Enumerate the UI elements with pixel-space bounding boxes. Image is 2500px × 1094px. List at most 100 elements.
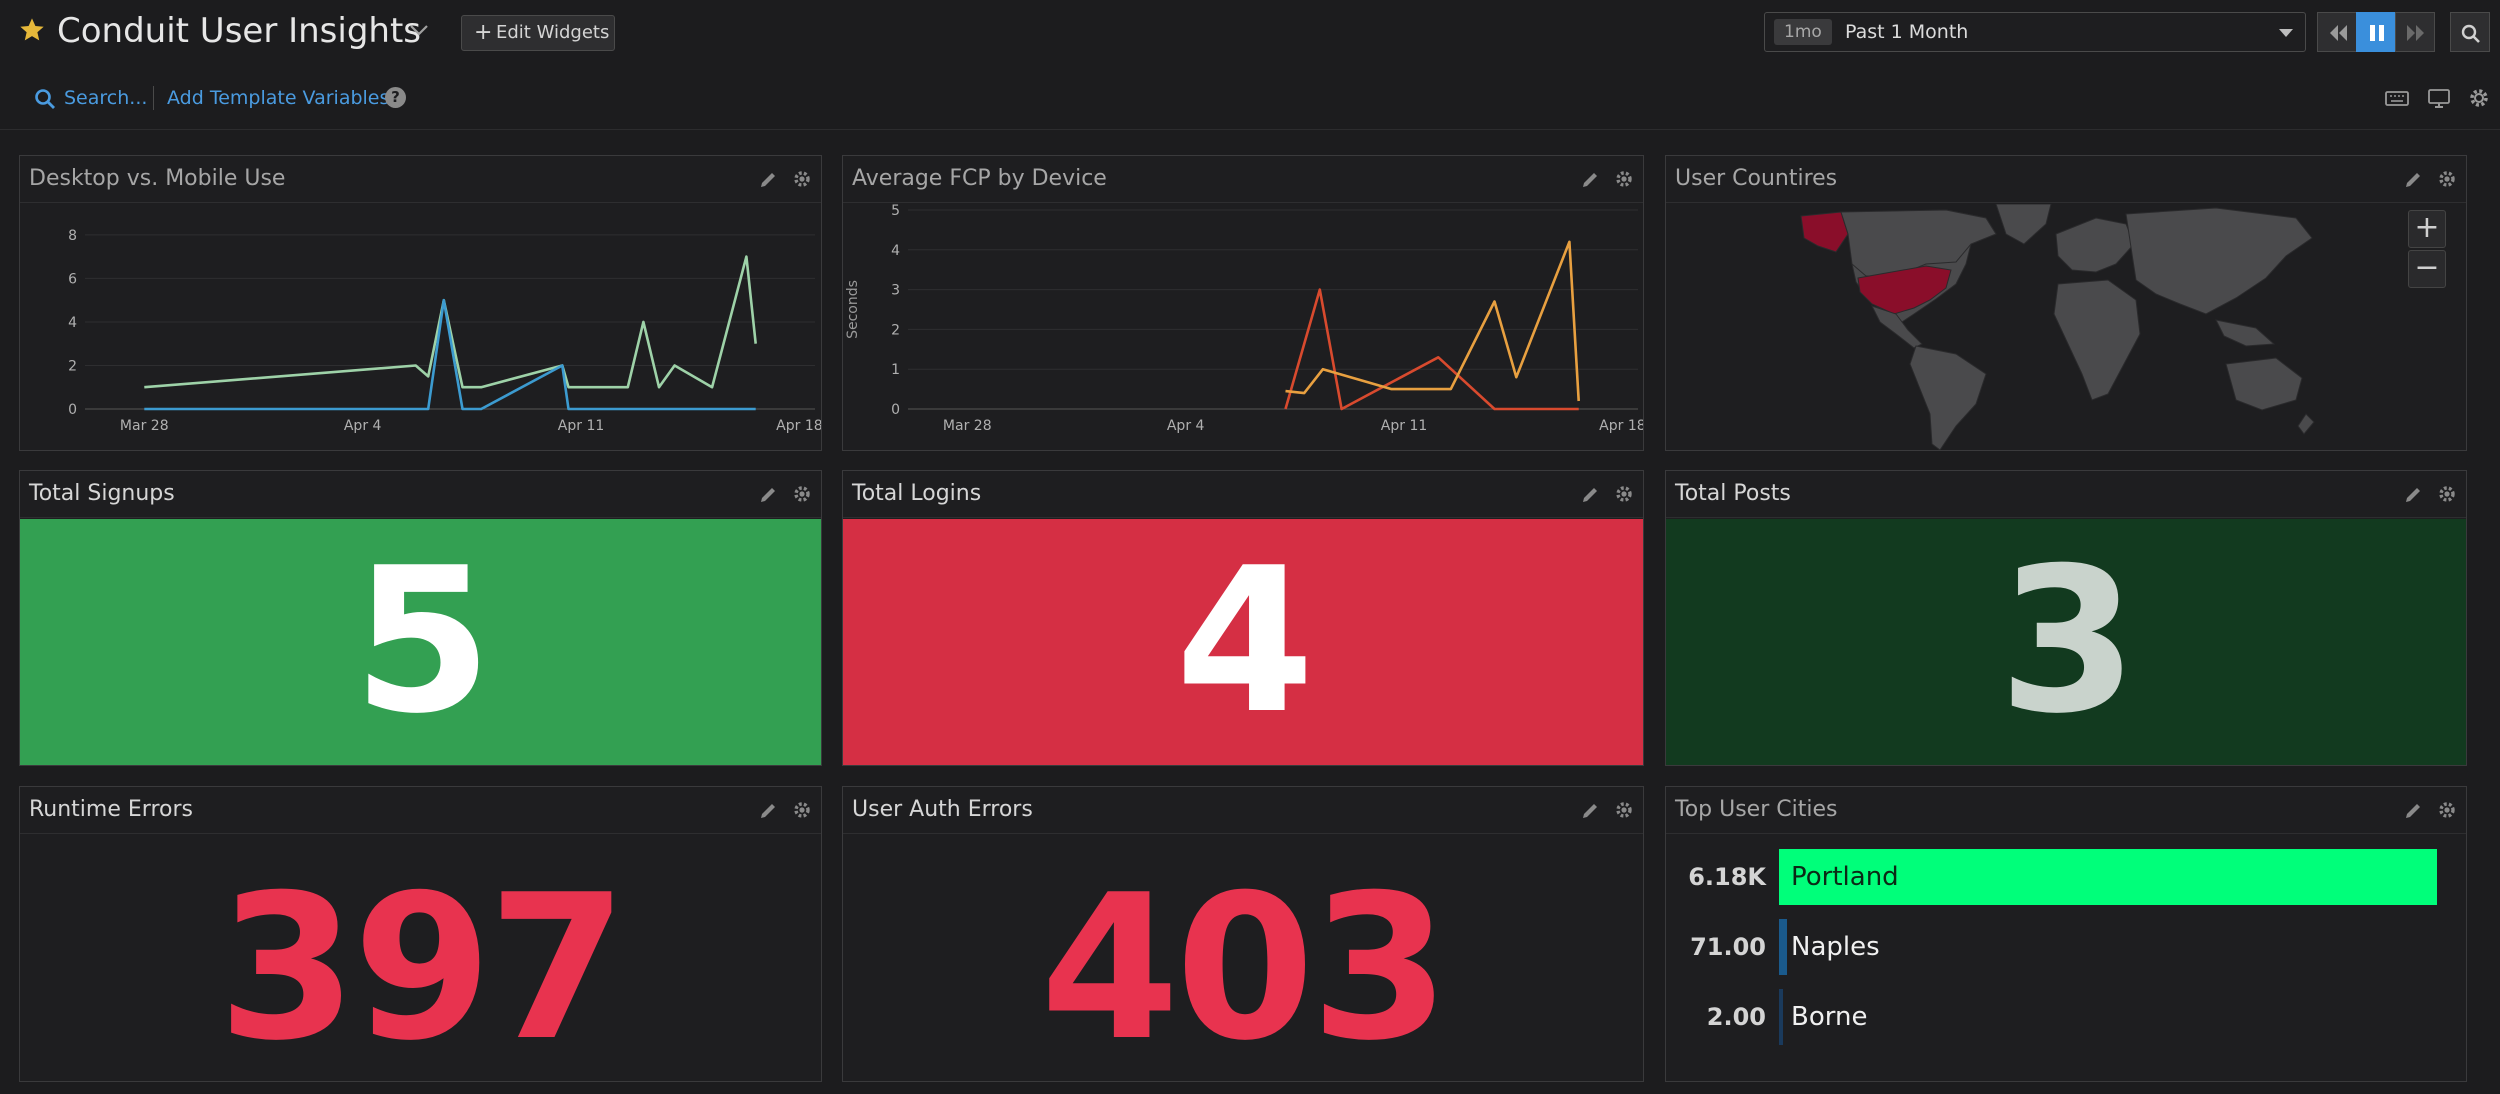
y-axis-label: Seconds (845, 280, 861, 339)
widget-runtime-errors: Runtime Errors 397 (19, 786, 822, 1082)
time-range-label: Past 1 Month (1845, 21, 1969, 43)
gear-icon[interactable] (1613, 168, 1635, 190)
widget-average-fcp: Average FCP by Device 0 1 2 3 4 5 Mar 28 Apr 4 A… (842, 155, 1644, 451)
widget-header: Total Signups (20, 471, 821, 518)
widget-total-posts: Total Posts 3 (1665, 470, 2467, 766)
x-tick-label: Apr 11 (1381, 418, 1427, 434)
pencil-icon[interactable] (2402, 484, 2424, 506)
x-tick-label: Mar 28 (943, 418, 992, 434)
widget-title: Total Posts (1675, 481, 1791, 506)
gear-icon[interactable] (1613, 799, 1635, 821)
x-tick-label: Apr 18 (1599, 418, 1644, 434)
toplist-value: 6.18K (1688, 863, 1766, 891)
widget-total-logins: Total Logins 4 (842, 470, 1644, 766)
y-tick-label: 8 (68, 228, 77, 244)
world-map[interactable] (1796, 204, 2316, 451)
y-tick-label: 0 (68, 402, 77, 418)
x-tick-label: Apr 18 (776, 418, 822, 434)
widget-top-user-cities: Top User Cities 6.18K Portland 71.00 Naples… (1665, 786, 2467, 1082)
pencil-icon[interactable] (1579, 484, 1601, 506)
dashboard-title: Conduit User Insights (57, 11, 422, 51)
widget-title: Total Logins (852, 481, 982, 506)
toplist-bar (1779, 989, 1783, 1045)
chevron-down-icon[interactable] (408, 22, 430, 38)
widget-desktop-vs-mobile: Desktop vs. Mobile Use 0 2 4 6 8 Mar 28 Apr 4 A… (19, 155, 822, 451)
x-tick-label: Apr 4 (344, 418, 382, 434)
query-value-number: 397 (217, 852, 627, 1082)
widget-header: User Auth Errors (843, 787, 1643, 834)
gear-icon[interactable] (2436, 483, 2458, 505)
search-icon (35, 89, 55, 109)
caret-down-icon (2279, 29, 2293, 37)
widget-title: User Countires (1675, 166, 1838, 191)
widget-header: Average FCP by Device (843, 156, 1643, 203)
gear-icon[interactable] (2436, 799, 2458, 821)
help-icon[interactable]: ? (385, 87, 406, 108)
gear-icon[interactable] (791, 799, 813, 821)
pencil-icon[interactable] (757, 800, 779, 822)
rewind-icon (2330, 25, 2347, 41)
toplist-row[interactable]: 71.00 Naples (1666, 919, 2456, 975)
toplist-row[interactable]: 2.00 Borne (1666, 989, 2456, 1045)
toplist-value: 71.00 (1690, 933, 1766, 961)
map-zoom-in-button[interactable]: + (2408, 210, 2446, 248)
query-value-number: 4 (1175, 525, 1314, 758)
keyboard-icon[interactable] (2384, 86, 2410, 110)
y-tick-label: 4 (68, 315, 77, 331)
time-range-select[interactable]: 1mo Past 1 Month (1764, 12, 2306, 52)
star-icon[interactable] (18, 16, 46, 44)
gear-icon[interactable] (2436, 168, 2458, 190)
map-region-asia (2125, 207, 2313, 315)
pencil-icon[interactable] (2402, 169, 2424, 191)
desktop-mobile-chart: 0 2 4 6 8 Mar 28 Apr 4 Apr 11 Apr 18 (68, 228, 822, 434)
search-link[interactable]: Search... (34, 84, 147, 112)
zoom-search-button[interactable] (2450, 12, 2490, 52)
x-tick-label: Mar 28 (120, 418, 169, 434)
map-region-southeast-asia (2215, 319, 2276, 347)
pencil-icon[interactable] (757, 484, 779, 506)
pencil-icon[interactable] (1579, 800, 1601, 822)
series-line-2 (1285, 240, 1580, 402)
gear-icon[interactable] (791, 483, 813, 505)
edit-widgets-button[interactable]: + Edit Widgets (461, 15, 615, 51)
widget-header: Desktop vs. Mobile Use (20, 156, 821, 203)
x-tick-label: Apr 4 (1167, 418, 1205, 434)
pencil-icon[interactable] (2402, 800, 2424, 822)
pencil-icon[interactable] (757, 169, 779, 191)
y-tick-label: 2 (891, 322, 900, 338)
time-range-chip: 1mo (1774, 19, 1832, 45)
query-value-number: 403 (1040, 852, 1449, 1082)
series-line-1 (144, 255, 757, 389)
map-region-alaska (1800, 211, 1849, 253)
map-region-greenland (1995, 204, 2052, 245)
x-tick-label: Apr 11 (558, 418, 604, 434)
fast-forward-button[interactable] (2395, 12, 2435, 52)
toplist-name: Naples (1791, 932, 1880, 962)
toplist-bar (1779, 849, 2437, 905)
widget-title: Desktop vs. Mobile Use (29, 166, 286, 191)
monitor-icon[interactable] (2426, 86, 2452, 110)
map-zoom-out-button[interactable]: − (2408, 250, 2446, 288)
map-region-south-america (1909, 345, 1987, 450)
add-template-variables-link[interactable]: Add Template Variables (167, 87, 390, 109)
toplist-row[interactable]: 6.18K Portland (1666, 849, 2456, 905)
widget-user-auth-errors: User Auth Errors 403 (842, 786, 1644, 1082)
plus-icon: + (474, 20, 493, 45)
widget-total-signups: Total Signups 5 (19, 470, 822, 766)
top-bar: Conduit User Insights + Edit Widgets 1mo… (0, 0, 2500, 64)
map-region-africa (2053, 279, 2141, 401)
gear-icon[interactable] (1613, 483, 1635, 505)
rewind-button[interactable] (2317, 12, 2357, 52)
widget-title: Average FCP by Device (852, 166, 1107, 191)
average-fcp-chart: 0 1 2 3 4 5 Mar 28 Apr 4 Apr 11 Apr 18 Seconds (845, 204, 1644, 434)
map-region-australia (2225, 357, 2303, 411)
widget-header: Total Logins (843, 471, 1643, 518)
widget-header: Total Posts (1666, 471, 2466, 518)
pause-button[interactable] (2356, 12, 2396, 52)
gear-icon[interactable] (791, 168, 813, 190)
settings-gear-icon[interactable] (2466, 86, 2492, 110)
toplist: 6.18K Portland 71.00 Naples 2.00 Borne (1666, 849, 2466, 1069)
query-value-body: 403 (843, 835, 1643, 1081)
widget-title: Runtime Errors (29, 797, 193, 822)
pencil-icon[interactable] (1579, 169, 1601, 191)
